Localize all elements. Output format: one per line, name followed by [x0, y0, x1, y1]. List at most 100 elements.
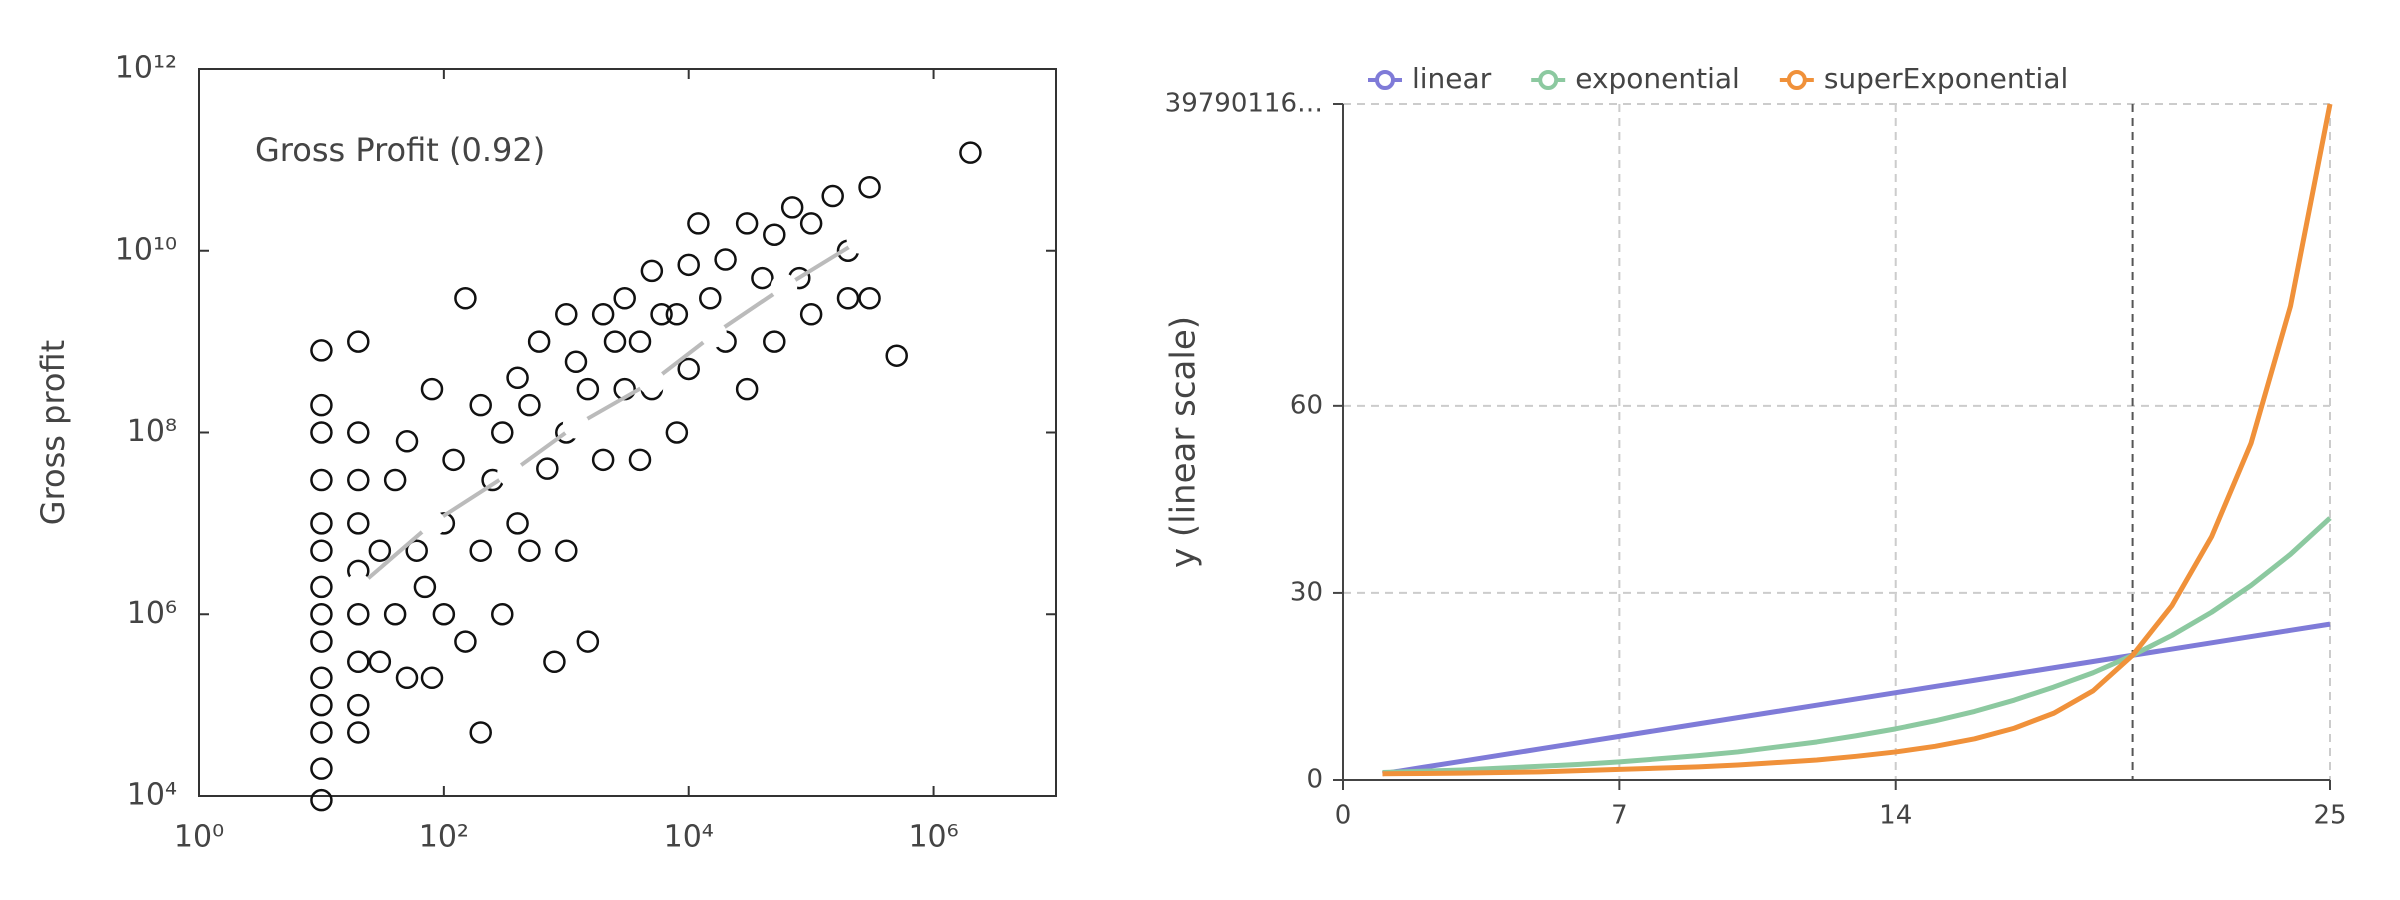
data-point	[735, 377, 759, 401]
data-point	[821, 184, 844, 208]
data-point	[310, 539, 333, 562]
data-point	[763, 330, 786, 353]
data-point	[555, 539, 578, 562]
data-point	[576, 377, 600, 401]
data-point	[665, 421, 689, 444]
y-tick-label: 30	[1290, 577, 1323, 607]
data-point	[628, 448, 652, 472]
data-point	[506, 366, 529, 390]
data-point	[603, 330, 627, 353]
data-point	[665, 303, 689, 326]
chart-title: Gross Profit (0.92)	[255, 131, 545, 169]
data-point	[799, 303, 823, 326]
mean-point	[846, 227, 874, 254]
data-point	[310, 603, 333, 626]
y-tick-label: 10¹⁰	[115, 232, 177, 267]
data-point	[799, 212, 823, 235]
data-point	[543, 650, 566, 674]
data-point	[310, 512, 333, 535]
data-point	[347, 421, 370, 444]
data-point	[687, 212, 710, 235]
mean-point	[345, 573, 372, 601]
data-point	[491, 421, 514, 444]
data-point	[536, 457, 559, 480]
mean-point	[418, 510, 446, 537]
x-tick-label: 10²	[419, 820, 469, 855]
trend-line	[356, 238, 861, 589]
data-point	[347, 603, 370, 626]
data-point	[310, 468, 333, 492]
data-point	[613, 287, 636, 310]
data-point	[368, 650, 392, 674]
data-point	[780, 196, 804, 219]
legend-marker	[1375, 70, 1395, 90]
data-point	[591, 448, 615, 472]
data-point	[442, 448, 465, 472]
y-tick-label: 39790116…	[1165, 89, 1323, 119]
data-point	[527, 330, 551, 353]
y-tick-label: 10⁴	[127, 778, 177, 813]
data-point	[518, 539, 541, 562]
data-point	[506, 512, 529, 535]
x-tick-label: 10⁶	[908, 820, 958, 855]
series-line	[1382, 621, 2331, 777]
data-point	[347, 468, 370, 492]
x-tick-label: 14	[1879, 801, 1912, 831]
data-point	[310, 666, 333, 690]
mean-point	[770, 273, 798, 301]
data-point	[432, 603, 456, 626]
data-point	[395, 666, 419, 690]
data-point	[454, 287, 477, 310]
data-point	[555, 303, 578, 326]
mean-point	[497, 459, 524, 487]
data-point	[420, 666, 444, 690]
data-point	[405, 539, 428, 562]
data-point	[836, 287, 860, 310]
data-point	[368, 539, 392, 562]
mean-point	[638, 368, 666, 396]
data-point	[420, 377, 444, 401]
data-point	[491, 603, 514, 626]
data-point	[959, 141, 982, 164]
x-tick-label: 7	[1611, 801, 1628, 831]
legend-label: linear	[1412, 62, 1492, 95]
data-point	[576, 630, 600, 653]
data-point	[347, 693, 370, 717]
legend-marker	[1538, 70, 1559, 90]
data-point	[310, 339, 333, 362]
y-tick-label: 60	[1290, 390, 1323, 420]
data-point	[310, 630, 333, 653]
data-point	[347, 721, 370, 744]
y-tick-label: 0	[1306, 765, 1323, 795]
x-tick-label: 10⁴	[664, 820, 714, 855]
data-point	[714, 248, 737, 271]
y-tick-label: 10⁸	[127, 414, 177, 449]
data-point	[650, 303, 673, 326]
mean-point	[700, 321, 727, 348]
data-point	[310, 575, 333, 599]
mean-point	[562, 412, 590, 439]
x-tick-label: 0	[1335, 801, 1352, 831]
data-point	[628, 330, 652, 353]
data-point	[395, 430, 419, 453]
y-axis-label: y (linear scale)	[1164, 316, 1204, 568]
data-point	[469, 721, 492, 744]
data-point	[310, 721, 333, 744]
data-point	[310, 393, 333, 417]
data-point	[591, 303, 615, 326]
y-axis-label: Gross profit	[34, 340, 72, 525]
data-point	[413, 575, 437, 599]
data-point	[469, 393, 492, 417]
y-tick-label: 10¹²	[115, 51, 177, 86]
data-point	[310, 421, 333, 444]
data-point	[677, 357, 700, 381]
x-tick-label: 10⁰	[174, 820, 224, 855]
data-point	[640, 259, 664, 283]
data-point	[699, 287, 722, 310]
legend-marker	[1786, 70, 1807, 90]
data-point	[677, 253, 700, 277]
data-point	[469, 539, 492, 562]
data-point	[347, 512, 370, 535]
x-tick-label: 25	[2313, 801, 2346, 831]
